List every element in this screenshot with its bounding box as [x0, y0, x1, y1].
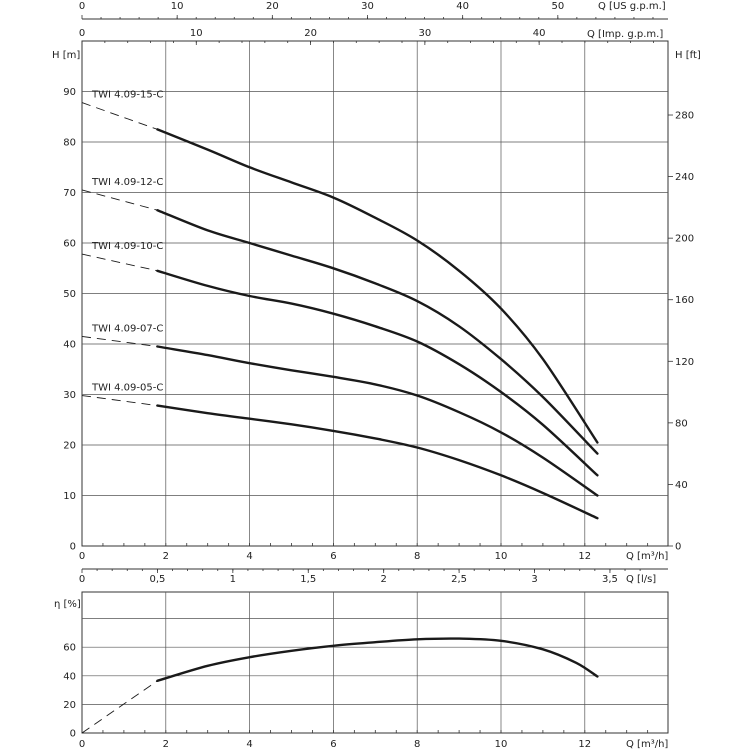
y2-tick-label: 40 [675, 480, 688, 491]
y-tick-label: 40 [63, 340, 76, 351]
y2-tick-label: 200 [675, 234, 694, 245]
ls-tick-label: 3,5 [602, 574, 618, 585]
efficiency-chart-frame [81, 591, 669, 734]
head-curve-dashed-extension [81, 395, 158, 407]
eff-x-tick-label: 10 [495, 739, 508, 750]
eff-x-tick-label: 8 [414, 739, 420, 750]
x-tick-label: 8 [414, 551, 420, 562]
us-gpm-tick-label: 0 [79, 1, 85, 12]
us-gpm-unit-label: Q [US g.p.m.] [598, 1, 666, 12]
head-chart-grid [82, 41, 668, 546]
eff-x-tick-label: 4 [246, 739, 252, 750]
head-curve-4 [156, 345, 599, 497]
y2-tick-label: 80 [675, 418, 688, 429]
curve-name-label: TWI 4.09-10-C [91, 241, 163, 252]
efficiency-curve-dashed-extension [81, 680, 158, 734]
head-curve-dashed-extension [81, 253, 158, 272]
eff-x-tick-label: 12 [578, 739, 591, 750]
eff-x-tick-label: 0 [79, 739, 85, 750]
eff-x-tick-label: 2 [163, 739, 169, 750]
y-tick-label: 80 [63, 138, 76, 149]
x-tick-label: 10 [495, 551, 508, 562]
eff-y-tick-label: 40 [63, 671, 76, 682]
imp-gpm-tick-label: 40 [533, 28, 546, 39]
ls-tick-label: 0 [79, 574, 85, 585]
imp-gpm-tick-label: 20 [304, 28, 317, 39]
head-ft-unit-label: H [ft] [675, 50, 701, 61]
head-curve-dashed-extension [81, 335, 158, 347]
x-tick-label: 12 [578, 551, 591, 562]
x-tick-label: 2 [163, 551, 169, 562]
curve-name-label: TWI 4.09-05-C [91, 383, 163, 394]
ls-tick-label: 1 [230, 574, 236, 585]
flow-ls-unit-label: Q [l/s] [626, 574, 656, 585]
y2-tick-label: 120 [675, 357, 694, 368]
ls-tick-label: 2 [380, 574, 386, 585]
x-tick-label: 0 [79, 551, 85, 562]
imp-gpm-tick-label: 10 [190, 28, 203, 39]
efficiency-chart-grid [82, 592, 668, 733]
y-tick-label: 30 [63, 390, 76, 401]
imp-gpm-tick-label: 0 [79, 28, 85, 39]
y-tick-label: 70 [63, 188, 76, 199]
head-curve-dashed-extension [81, 189, 158, 211]
y-tick-label: 0 [70, 542, 76, 553]
y2-tick-label: 280 [675, 111, 694, 122]
head-curve-2 [156, 209, 599, 455]
efficiency-curve [81, 637, 599, 734]
head-curves: TWI 4.09-15-C TWI 4.09-12-C TWI 4.09-10-C T… [81, 90, 599, 520]
y-tick-label: 50 [63, 289, 76, 300]
eff-y-tick-label: 60 [63, 643, 76, 654]
y-tick-label: 10 [63, 491, 76, 502]
y-tick-label: 20 [63, 441, 76, 452]
y2-tick-label: 240 [675, 172, 694, 183]
ls-tick-label: 2,5 [451, 574, 467, 585]
head-curve-1 [156, 128, 599, 444]
ls-tick-label: 1,5 [300, 574, 316, 585]
x-tick-label: 4 [246, 551, 252, 562]
head-chart-axes [82, 18, 668, 570]
us-gpm-tick-label: 20 [266, 1, 279, 12]
imp-gpm-tick-label: 30 [418, 28, 431, 39]
efficiency-curve-line [156, 637, 599, 682]
eff-y-tick-label: 0 [70, 729, 76, 740]
ls-tick-label: 3 [531, 574, 537, 585]
efficiency-chart-ticks: 0 20 40 60 0 2 4 6 8 10 12 [63, 643, 649, 750]
us-gpm-tick-label: 30 [361, 1, 374, 12]
efficiency-unit-label: η [%] [54, 599, 81, 610]
eff-y-tick-label: 20 [63, 700, 76, 711]
y-tick-label: 90 [63, 87, 76, 98]
y-tick-label: 60 [63, 239, 76, 250]
efficiency-flow-unit-label: Q [m³/h] [626, 739, 668, 750]
ls-tick-label: 0,5 [149, 574, 165, 585]
imp-gpm-unit-label: Q [Imp. g.p.m.] [587, 29, 663, 40]
curve-name-label: TWI 4.09-12-C [91, 177, 163, 188]
y2-tick-label: 0 [675, 542, 681, 553]
curve-name-label: TWI 4.09-15-C [91, 90, 163, 101]
us-gpm-tick-label: 40 [456, 1, 469, 12]
us-gpm-tick-label: 10 [171, 1, 184, 12]
head-m-unit-label: H [m] [52, 50, 80, 61]
eff-x-tick-label: 6 [330, 739, 336, 750]
x-tick-label: 6 [330, 551, 336, 562]
head-curve-5 [156, 404, 599, 520]
head-curve-3 [156, 269, 599, 477]
head-curve-dashed-extension [81, 102, 158, 130]
y2-tick-label: 160 [675, 295, 694, 306]
curve-name-label: TWI 4.09-07-C [91, 323, 163, 334]
flow-m3h-unit-label: Q [m³/h] [626, 551, 668, 562]
us-gpm-tick-label: 50 [551, 1, 564, 12]
